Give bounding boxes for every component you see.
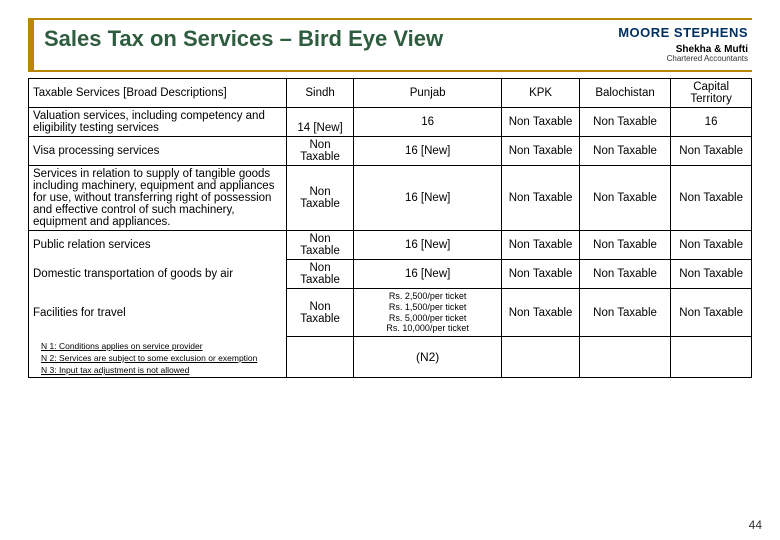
empty-cell	[579, 337, 670, 378]
cell-bal: Non Taxable	[579, 231, 670, 260]
footnote-3: N 3: Input tax adjustment is not allowed	[33, 365, 282, 375]
col-bal: Balochistan	[579, 79, 670, 108]
table-row: Services in relation to supply of tangib…	[29, 166, 752, 231]
cell-kpk: Non Taxable	[502, 231, 579, 260]
cell-cap: Non Taxable	[671, 166, 752, 231]
cell-cap: Non Taxable	[671, 289, 752, 337]
col-kpk: KPK	[502, 79, 579, 108]
cell-punjab: 16 [New]	[353, 260, 501, 289]
cell-punjab: 16 [New]	[353, 166, 501, 231]
cell-cap: 16	[671, 108, 752, 137]
cell-desc: Visa processing services	[29, 137, 287, 166]
footnotes-cell: N 1: Conditions applies on service provi…	[29, 337, 287, 378]
title-bar: Sales Tax on Services – Bird Eye View MO…	[28, 18, 752, 72]
page-number: 44	[749, 518, 762, 532]
col-sindh: Sindh	[287, 79, 354, 108]
cell-sindh: Non Taxable	[287, 231, 354, 260]
table-row: Public relation services Non Taxable 16 …	[29, 231, 752, 260]
empty-cell	[502, 337, 579, 378]
cell-kpk: Non Taxable	[502, 137, 579, 166]
table-row: Domestic transportation of goods by air …	[29, 260, 752, 289]
cell-bal: Non Taxable	[579, 166, 670, 231]
cell-desc: Facilities for travel	[29, 289, 287, 337]
ticket-lines: Rs. 2,500/per ticket Rs. 1,500/per ticke…	[386, 291, 469, 333]
page-title: Sales Tax on Services – Bird Eye View	[44, 26, 443, 52]
table-header-row: Taxable Services [Broad Descriptions] Si…	[29, 79, 752, 108]
logo-main: MOORE STEPHENS	[618, 26, 748, 40]
footnote-1: N 1: Conditions applies on service provi…	[33, 341, 282, 351]
cell-kpk: Non Taxable	[502, 166, 579, 231]
cell-sindh: Non Taxable	[287, 260, 354, 289]
cell-punjab: Rs. 2,500/per ticket Rs. 1,500/per ticke…	[353, 289, 501, 337]
table-row: Visa processing services Non Taxable 16 …	[29, 137, 752, 166]
cell-cap: Non Taxable	[671, 137, 752, 166]
footnote-2: N 2: Services are subject to some exclus…	[33, 353, 282, 363]
cell-bal: Non Taxable	[579, 289, 670, 337]
tax-table: Taxable Services [Broad Descriptions] Si…	[28, 78, 752, 378]
cell-kpk: Non Taxable	[502, 260, 579, 289]
cell-kpk: Non Taxable	[502, 289, 579, 337]
cell-cap: Non Taxable	[671, 231, 752, 260]
empty-cell	[287, 337, 354, 378]
cell-punjab: 16 [New]	[353, 137, 501, 166]
cell-sindh: Non Taxable	[287, 289, 354, 337]
col-desc: Taxable Services [Broad Descriptions]	[29, 79, 287, 108]
table-row-footnotes: N 1: Conditions applies on service provi…	[29, 337, 752, 378]
logo: MOORE STEPHENS Shekha & Mufti Chartered …	[618, 26, 748, 64]
cell-bal: Non Taxable	[579, 137, 670, 166]
cell-sindh: 14 [New]	[287, 108, 354, 137]
cell-bal: Non Taxable	[579, 108, 670, 137]
cell-desc: Public relation services	[29, 231, 287, 260]
cell-bal: Non Taxable	[579, 260, 670, 289]
note2-cell: (N2)	[353, 337, 501, 378]
logo-sub2: Chartered Accountants	[618, 55, 748, 64]
col-cap: Capital Territory	[671, 79, 752, 108]
cell-punjab: 16 [New]	[353, 231, 501, 260]
cell-punjab: 16	[353, 108, 501, 137]
cell-sindh: Non Taxable	[287, 166, 354, 231]
cell-desc: Services in relation to supply of tangib…	[29, 166, 287, 231]
cell-kpk: Non Taxable	[502, 108, 579, 137]
table-row: Facilities for travel Non Taxable Rs. 2,…	[29, 289, 752, 337]
table-row: Valuation services, including competency…	[29, 108, 752, 137]
cell-sindh: Non Taxable	[287, 137, 354, 166]
empty-cell	[671, 337, 752, 378]
cell-desc: Valuation services, including competency…	[29, 108, 287, 137]
col-punjab: Punjab	[353, 79, 501, 108]
cell-desc: Domestic transportation of goods by air	[29, 260, 287, 289]
cell-cap: Non Taxable	[671, 260, 752, 289]
